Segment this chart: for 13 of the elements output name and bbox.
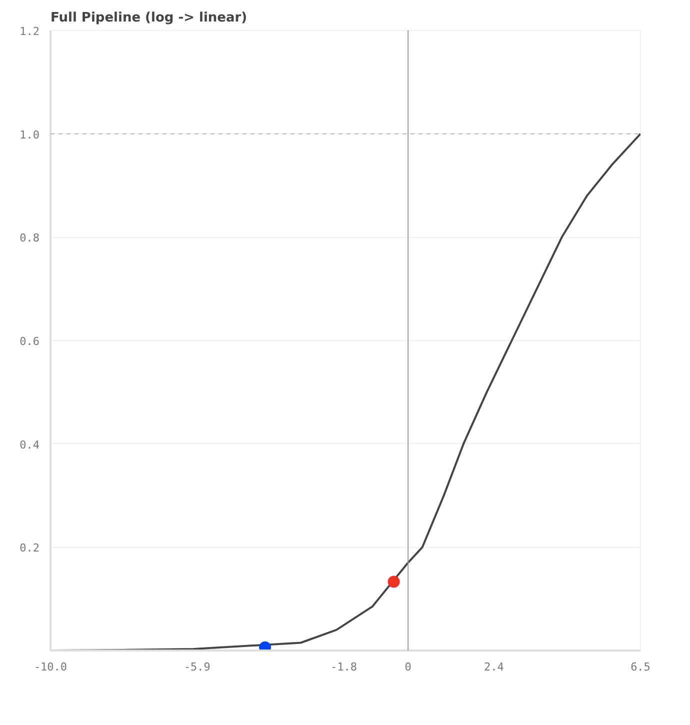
x-tick-label: -10.0 bbox=[34, 660, 68, 674]
y-tick-label: 0.2 bbox=[20, 542, 40, 555]
x-tick-label: 0 bbox=[404, 660, 412, 674]
x-tick-label: 2.4 bbox=[484, 660, 504, 674]
y-tick-label: 0.8 bbox=[20, 232, 40, 245]
x-tick-label: -1.8 bbox=[330, 660, 357, 674]
y-tick-label: 1.0 bbox=[20, 128, 40, 142]
x-tick-label: -5.9 bbox=[184, 660, 210, 674]
x-tick-label: 6.5 bbox=[630, 660, 650, 674]
y-tick-label: 1.2 bbox=[20, 25, 40, 38]
chart-title: Full Pipeline (log -> linear) bbox=[50, 10, 248, 26]
y-tick-label: 0.4 bbox=[20, 438, 40, 452]
y-tick-label: 0.6 bbox=[20, 335, 40, 348]
